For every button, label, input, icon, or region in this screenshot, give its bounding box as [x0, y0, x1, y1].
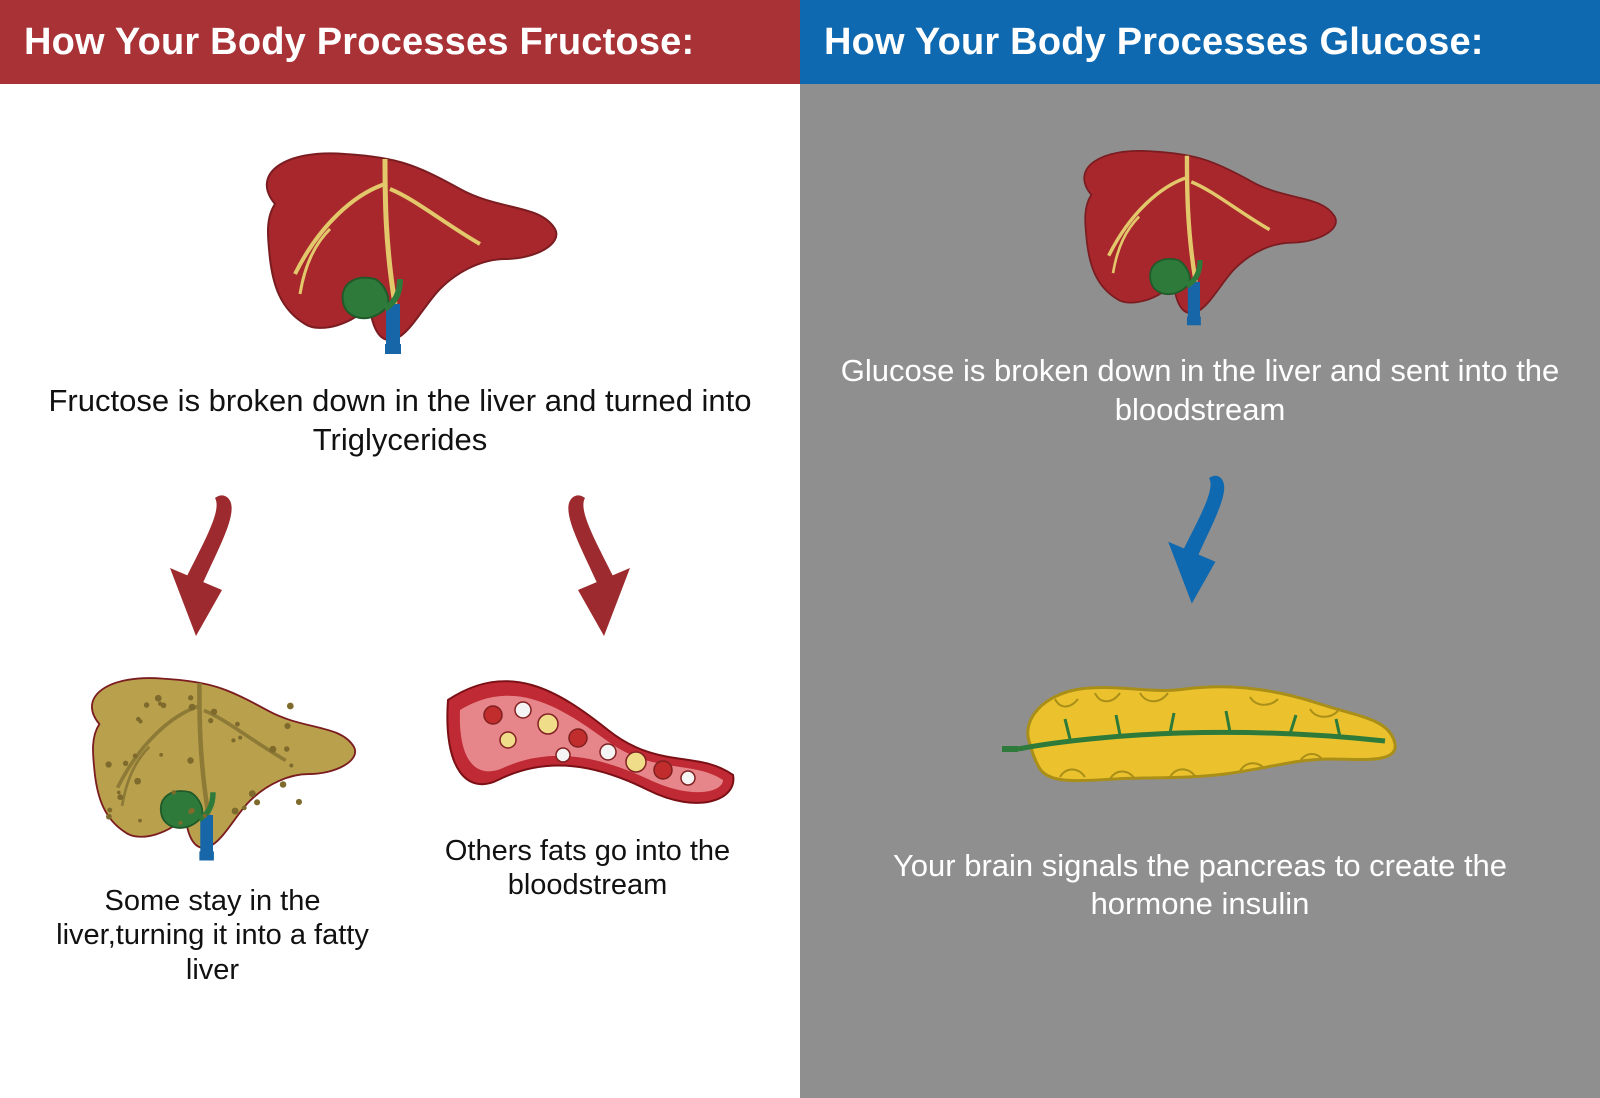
glucose-caption-2: Your brain signals the pancreas to creat…: [840, 847, 1560, 925]
comparison-wrap: How Your Body Processes Fructose: Fructo…: [0, 0, 1600, 1098]
liver-svg: [1050, 134, 1350, 334]
glucose-body: Glucose is broken down in the liver and …: [800, 84, 1600, 1098]
arrow-single: [1150, 464, 1250, 619]
fatty-liver-icon: [63, 660, 363, 870]
fructose-panel: How Your Body Processes Fructose: Fructo…: [0, 0, 800, 1098]
curved-arrow-icon: [1150, 464, 1250, 614]
caption-bloodstream: Others fats go into the bloodstream: [418, 834, 758, 904]
blood-vessel-svg: [438, 660, 738, 820]
glucose-caption-1: Glucose is broken down in the liver and …: [840, 352, 1560, 430]
glucose-panel: How Your Body Processes Glucose: Glucose…: [800, 0, 1600, 1098]
fatty-liver-svg: [63, 660, 363, 870]
fructose-caption-1: Fructose is broken down in the liver and…: [40, 382, 760, 460]
pancreas-icon: [1000, 649, 1400, 829]
fructose-outcomes: Some stay in the liver,turning it into a…: [40, 660, 760, 988]
liver-icon: [1050, 134, 1350, 334]
blood-vessel-icon: [438, 660, 738, 820]
fructose-body: Fructose is broken down in the liver and…: [0, 84, 800, 1098]
glucose-title: How Your Body Processes Glucose:: [800, 0, 1600, 84]
pancreas-svg: [1000, 649, 1400, 829]
liver-svg: [235, 134, 565, 364]
curved-arrow-icon: [150, 490, 260, 640]
fructose-title: How Your Body Processes Fructose:: [0, 0, 800, 84]
outcome-fatty-liver: Some stay in the liver,turning it into a…: [43, 660, 383, 988]
liver-icon: [235, 134, 565, 364]
curved-arrow-icon: [540, 490, 650, 640]
outcome-bloodstream: Others fats go into the bloodstream: [418, 660, 758, 988]
caption-fatty-liver: Some stay in the liver,turning it into a…: [43, 884, 383, 988]
arrow-row: [40, 490, 760, 640]
